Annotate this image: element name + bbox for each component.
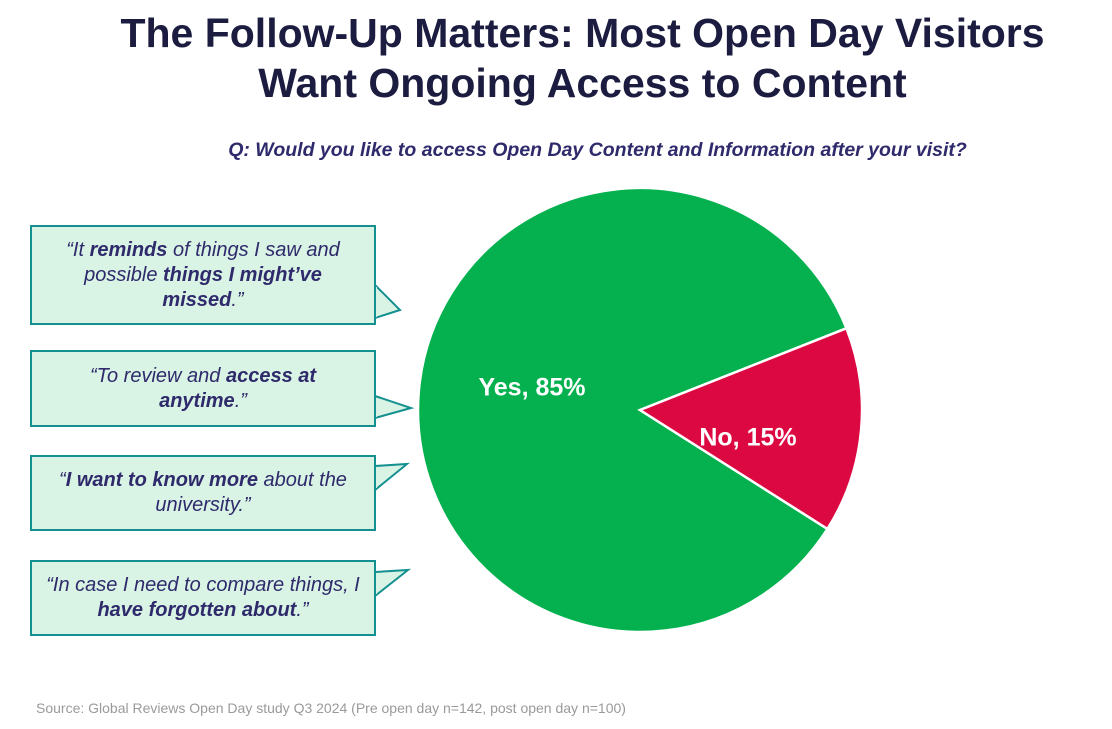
chart-title-line-1: The Follow-Up Matters: Most Open Day Vis… xyxy=(120,10,1045,56)
quote-callout-4: “In case I need to compare things, I hav… xyxy=(30,560,376,636)
quote-2-segment-2: access at anytime xyxy=(159,364,317,412)
quote-1-segment-2: reminds xyxy=(89,238,168,261)
survey-question: Q: Would you like to access Open Day Con… xyxy=(228,139,967,161)
quote-text-1: “It reminds of things I saw and possible… xyxy=(46,238,360,313)
quote-1-segment-1: “It xyxy=(66,238,90,261)
quote-1-segment-4: things I might’ve missed xyxy=(162,263,322,311)
pie-label-yes: Yes, 85% xyxy=(478,374,585,402)
quote-3-segment-2: I want to know more xyxy=(65,469,258,491)
pie-slice-no xyxy=(637,326,864,531)
pie-slice-yes xyxy=(416,186,849,634)
chart-title: The Follow-Up Matters: Most Open Day Vis… xyxy=(60,8,1105,108)
quote-2-segment-1: “To review and xyxy=(89,364,226,387)
quote-2-segment-3: .” xyxy=(234,389,247,412)
quote-3-segment-1: “ xyxy=(59,469,66,491)
quote-callout-2: “To review and access at anytime.” xyxy=(30,350,376,427)
quote-callout-1: “It reminds of things I saw and possible… xyxy=(30,225,376,325)
quote-1-segment-5: .” xyxy=(231,288,244,311)
quote-4-segment-2: have forgotten about xyxy=(97,599,297,621)
quote-4-segment-1: “In case I need to compare things, I xyxy=(46,574,360,596)
pie-label-no: No, 15% xyxy=(699,424,796,452)
quote-callout-3: “I want to know more about the universit… xyxy=(30,455,376,531)
quote-1-segment-3: of things I saw and possible xyxy=(84,238,340,286)
quote-text-3: “I want to know more about the universit… xyxy=(46,468,360,518)
chart-title-line-2: Want Ongoing Access to Content xyxy=(258,60,907,106)
quote-3-segment-3: about the university.” xyxy=(155,469,347,516)
quote-4-segment-3: .” xyxy=(296,599,309,621)
source-note: Source: Global Reviews Open Day study Q3… xyxy=(36,700,626,716)
quote-text-2: “To review and access at anytime.” xyxy=(46,364,360,414)
quote-text-4: “In case I need to compare things, I hav… xyxy=(46,573,360,623)
